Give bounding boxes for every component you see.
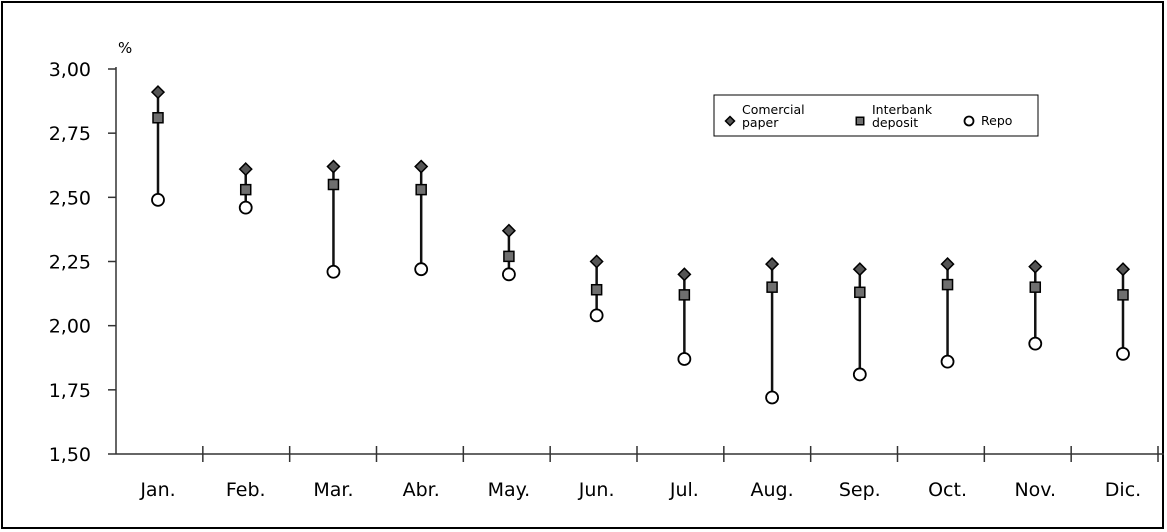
x-tick-label: Dic. (1105, 479, 1141, 501)
x-tick-label: Jan. (139, 479, 175, 501)
x-tick-label: Oct. (928, 479, 967, 501)
square-point (152, 112, 164, 124)
legend-diamond-marker (724, 115, 736, 127)
chart: 3,00 2,75 2,50 2,25 2,00 1,75 1,50 Jan. Feb. Mar… (49, 39, 1164, 501)
x-tick-label: Mar. (313, 479, 353, 501)
legend-label: Interbank deposit (872, 102, 933, 130)
x-tick-label: May. (488, 479, 531, 501)
y-tick-label: 2,75 (49, 123, 91, 145)
square-point (415, 183, 427, 196)
legend-label-line: Comercial (742, 102, 805, 117)
circle-point (1116, 346, 1130, 361)
y-tick-label: 1,75 (49, 380, 91, 402)
circle-point (1028, 336, 1043, 351)
diamond-point (765, 257, 780, 272)
x-tick-label: Abr. (403, 479, 440, 501)
diamond-point (940, 257, 955, 272)
y-axis-ticks: 3,00 2,75 2,50 2,25 2,00 1,75 1,50 (49, 59, 116, 466)
diamond-point (238, 162, 253, 177)
square-point (941, 278, 954, 291)
square-point (678, 289, 691, 301)
legend-box (713, 94, 1039, 137)
x-axis-ticks: Jan. Feb. Mar. Abr. May. Jun. Jul. Aug. Sep. Oct.… (139, 446, 1159, 501)
x-tick-label: Feb. (226, 479, 266, 501)
x-tick-label: Jul. (669, 479, 699, 501)
legend-label: Comercial paper (742, 102, 805, 130)
y-tick-label: 2,00 (49, 316, 91, 338)
square-point (1117, 289, 1129, 301)
square-point (239, 183, 252, 196)
x-tick-label: Nov. (1014, 479, 1056, 501)
diamond-point (589, 254, 604, 269)
x-tick-label: Sep. (839, 479, 881, 501)
circle-point (852, 367, 867, 382)
square-point (590, 283, 603, 296)
legend: Comercial paper Interbank deposit Repo (713, 94, 1039, 137)
y-tick-label: 3,00 (49, 59, 91, 81)
diamond-point (1115, 262, 1131, 277)
legend-label-line: deposit (872, 115, 918, 130)
y-tick-label: 2,25 (49, 252, 91, 274)
legend-circle-marker (963, 115, 975, 127)
data-points (150, 85, 1131, 405)
x-tick-label: Jun. (578, 479, 615, 501)
circle-point (151, 192, 165, 207)
y-axis-unit-label: % (118, 39, 132, 57)
diamond-point (326, 159, 341, 174)
square-point (766, 281, 778, 293)
square-point (327, 178, 340, 191)
diamond-point (414, 159, 429, 174)
range-lines (156, 92, 1125, 398)
diamond-point (852, 262, 867, 277)
x-tick-label: Aug. (751, 479, 794, 501)
circle-point (414, 262, 429, 277)
legend-label-line: paper (742, 115, 779, 130)
circle-point (677, 352, 692, 366)
circle-point (940, 354, 955, 369)
diamond-point (677, 267, 692, 282)
legend-label: Repo (981, 113, 1012, 128)
legend-label-line: Interbank (872, 102, 933, 117)
legend-square-marker (855, 116, 865, 126)
circle-point (502, 267, 516, 282)
square-point (503, 250, 515, 263)
circle-point (238, 200, 253, 215)
y-tick-label: 2,50 (49, 187, 91, 209)
y-tick-label: 1,50 (49, 444, 91, 466)
diamond-point (1028, 259, 1043, 274)
square-point (1029, 281, 1042, 293)
diamond-point (501, 223, 516, 238)
circle-point (589, 308, 604, 323)
circle-point (326, 264, 341, 279)
diamond-point (150, 85, 166, 100)
circle-point (765, 390, 779, 405)
square-point (854, 286, 866, 299)
